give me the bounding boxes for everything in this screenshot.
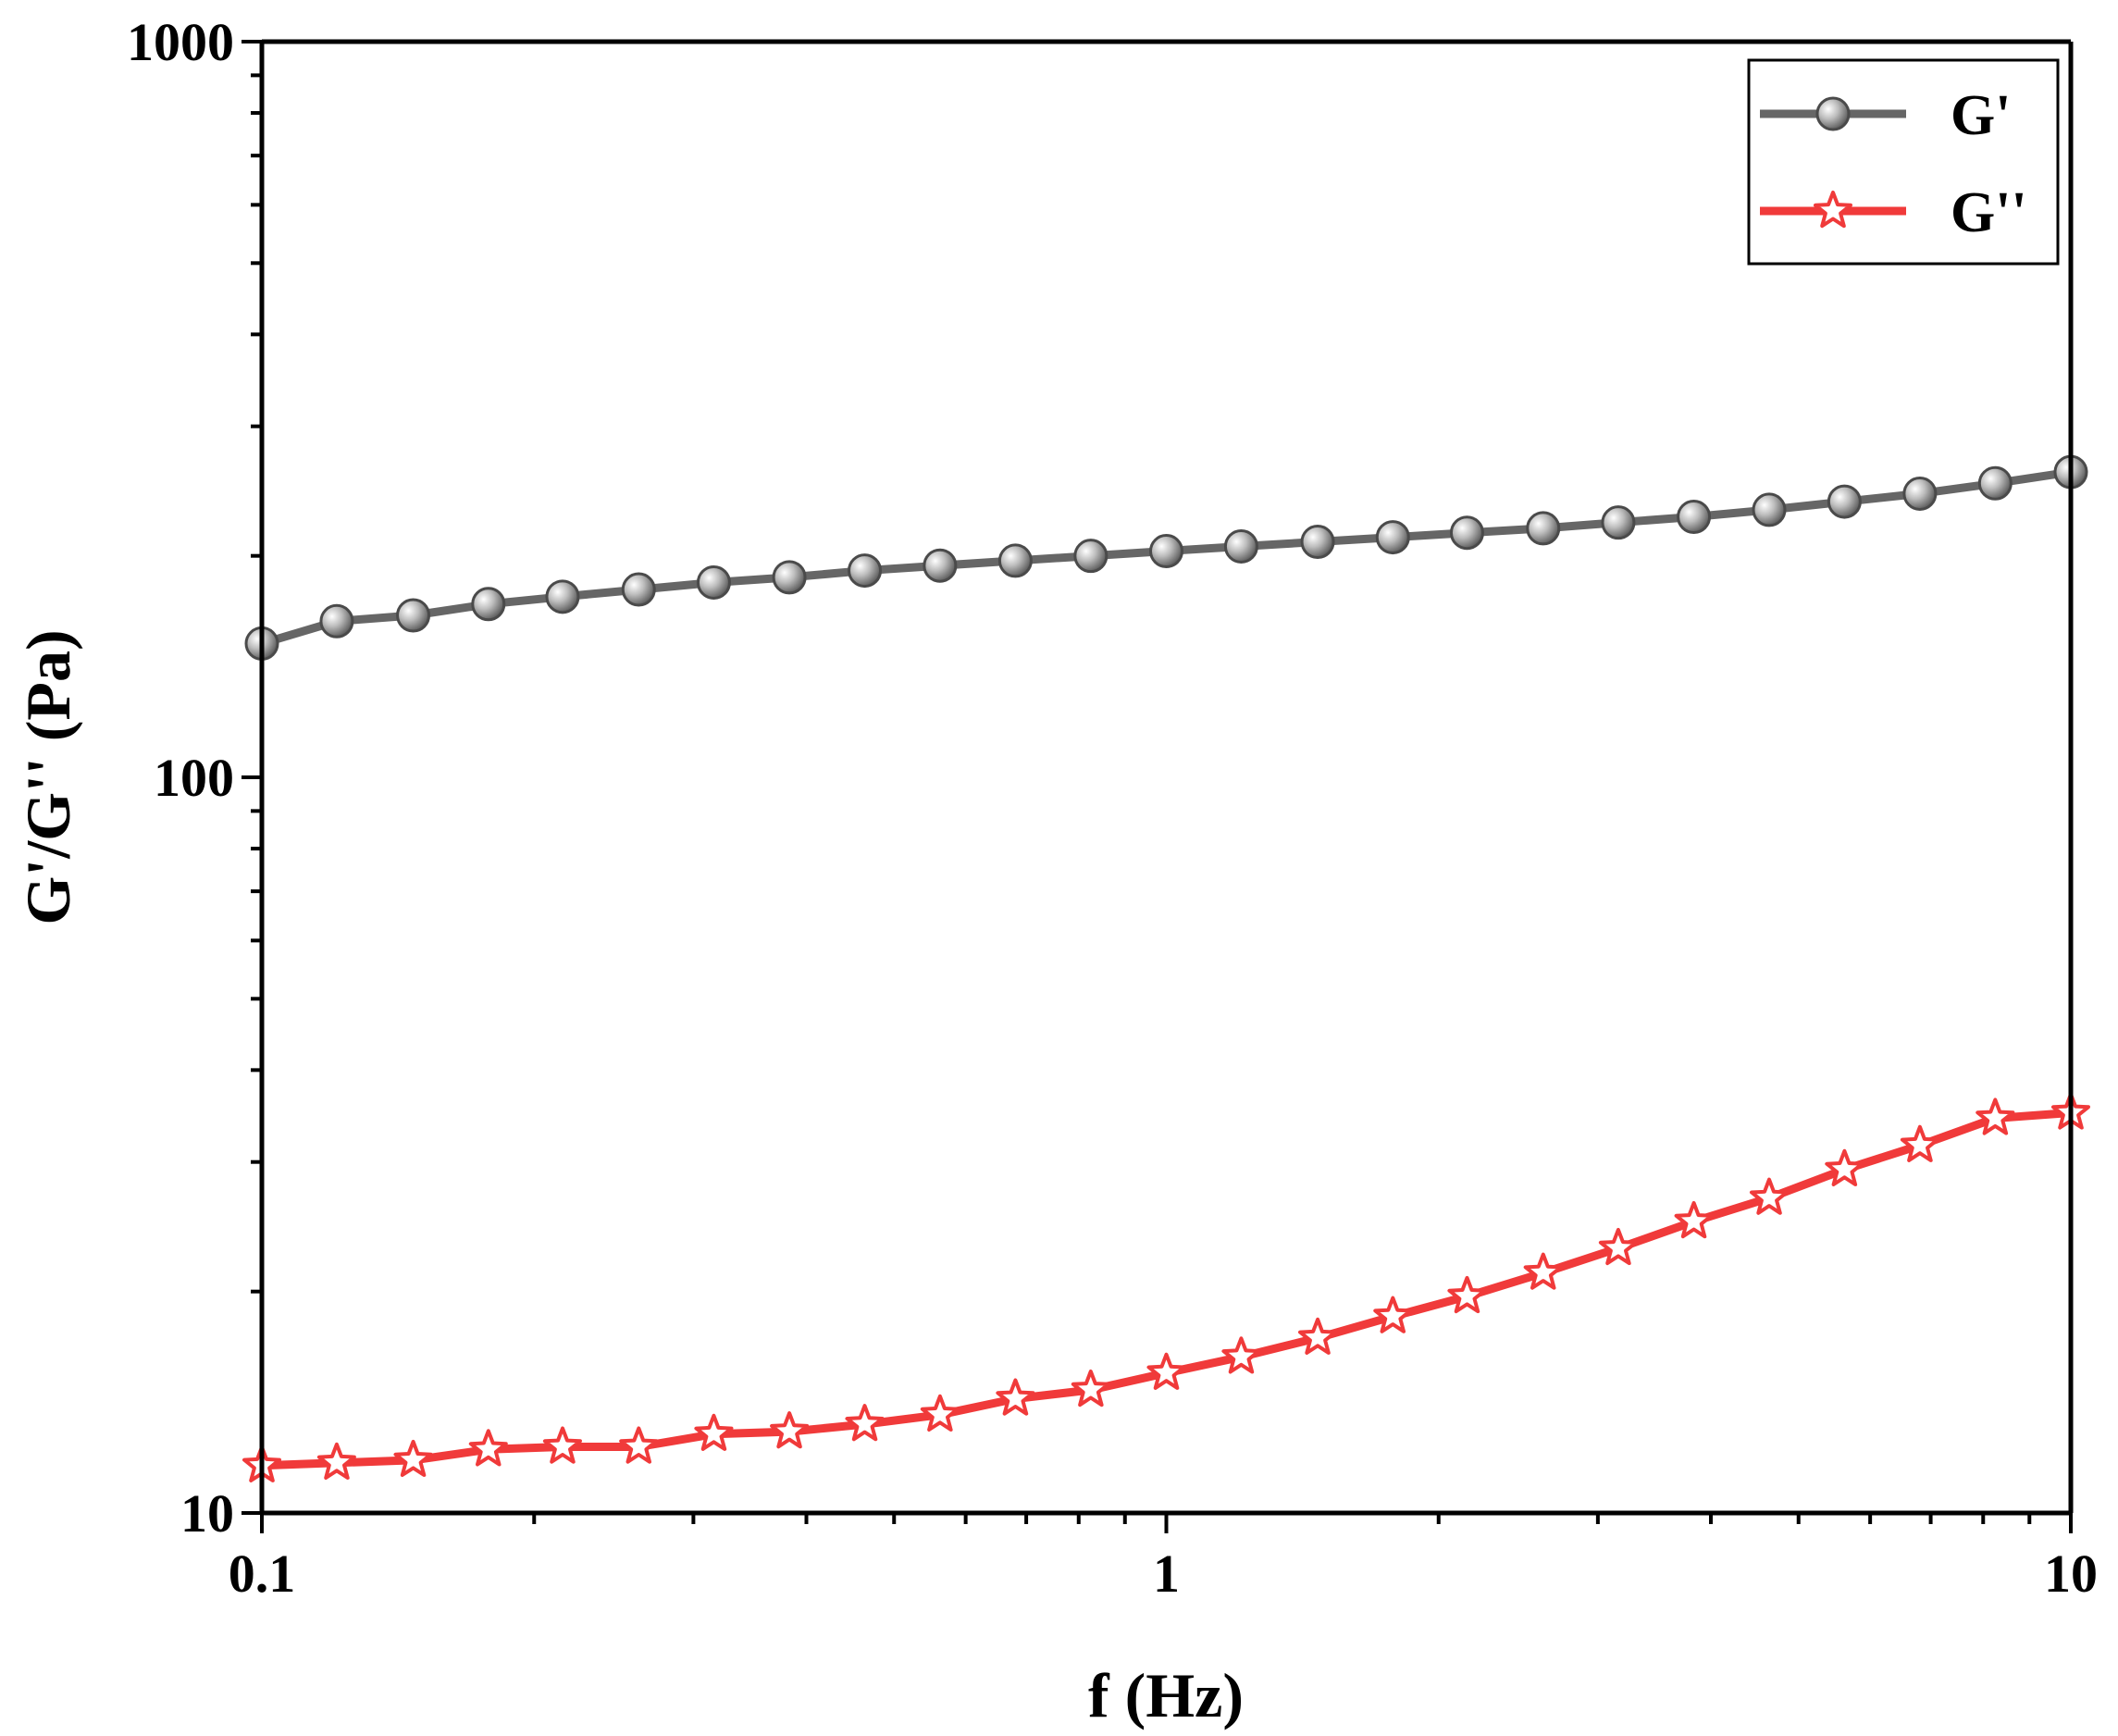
data-point: [619, 1426, 659, 1464]
data-point: [1825, 1148, 1864, 1186]
data-point: [1977, 465, 2013, 501]
data-point: [1750, 1177, 1789, 1215]
data-point: [1900, 1124, 1939, 1162]
y-tick-label: 10: [180, 1483, 234, 1544]
data-point: [542, 1426, 582, 1464]
data-point: [1827, 484, 1862, 519]
x-tick-label: 1: [1153, 1544, 1180, 1604]
axes: 10 100 1000 0.1 1 10: [127, 12, 2098, 1604]
data-point: [1902, 476, 1938, 511]
y-tick-label: 1000: [127, 12, 234, 72]
data-point: [1373, 1296, 1413, 1333]
data-point: [845, 1404, 885, 1442]
data-point: [1375, 520, 1410, 555]
series-g-prime: [244, 454, 2088, 661]
data-point: [694, 1413, 734, 1451]
data-point: [1149, 534, 1183, 569]
data-point: [1221, 1336, 1261, 1374]
data-point: [1752, 492, 1787, 527]
data-point: [1976, 1097, 2015, 1135]
data-point: [1526, 511, 1561, 546]
data-point: [1223, 528, 1258, 564]
legend-marker: [1815, 96, 1851, 131]
y-axis-title: G'/G'' (Pa): [13, 629, 83, 924]
data-point: [772, 560, 807, 595]
data-point: [696, 564, 731, 600]
data-point: [770, 1411, 810, 1449]
x-tick-label: 10: [2044, 1544, 2098, 1604]
legend: G' G'': [1747, 58, 2060, 266]
data-point: [545, 579, 580, 614]
data-point: [1598, 1227, 1638, 1266]
data-point: [1300, 524, 1335, 559]
data-point: [996, 1378, 1035, 1416]
data-point: [319, 603, 354, 639]
data-point: [1677, 499, 1712, 534]
data-point: [923, 548, 958, 583]
data-point: [396, 598, 431, 633]
data-point: [1073, 539, 1109, 574]
plot-area: [242, 454, 2090, 1482]
y-tick-label: 100: [154, 748, 234, 808]
data-point: [471, 587, 506, 622]
series-g-double-prime: [242, 1092, 2090, 1482]
data-point: [997, 543, 1033, 578]
x-axis-title: f (Hz): [1088, 1660, 1244, 1730]
data-point: [1449, 515, 1484, 551]
legend-box: [1747, 58, 2060, 266]
data-point: [848, 553, 883, 589]
legend-label: G'': [1951, 181, 2027, 244]
data-point: [393, 1439, 433, 1477]
data-point: [1146, 1352, 1186, 1390]
data-point: [316, 1442, 356, 1480]
x-tick-label: 0.1: [229, 1544, 296, 1604]
legend-marker: [1814, 191, 1852, 229]
data-point: [1523, 1252, 1563, 1290]
legend-label: G': [1951, 84, 2011, 147]
series-line: [261, 1109, 2072, 1470]
data-point: [1447, 1275, 1487, 1314]
data-point: [1601, 505, 1636, 540]
data-point: [1674, 1201, 1714, 1239]
data-point: [468, 1429, 508, 1467]
data-point: [1071, 1370, 1110, 1407]
data-point: [920, 1394, 960, 1432]
data-point: [621, 572, 656, 607]
data-point: [1298, 1317, 1338, 1355]
